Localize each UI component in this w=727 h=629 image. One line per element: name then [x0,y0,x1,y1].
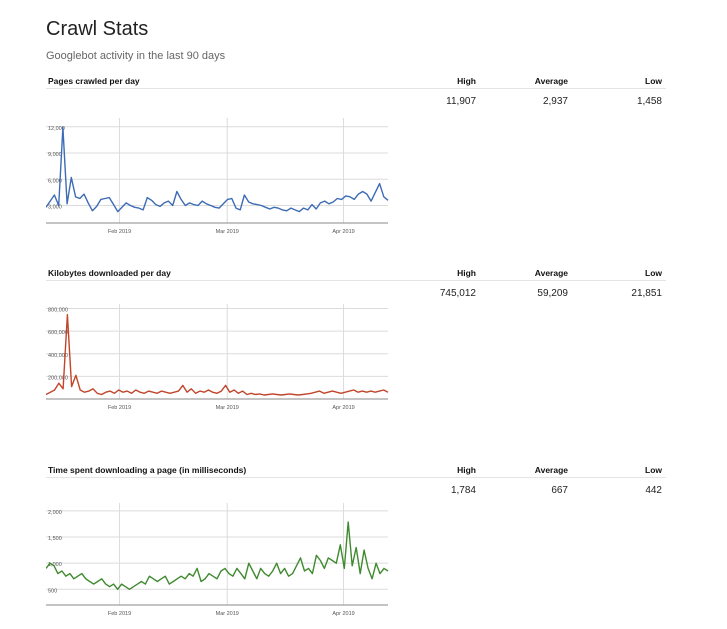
section-kilobytes-downloaded: Kilobytes downloaded per day High Averag… [46,268,666,418]
y-tick-label: 1,500 [48,536,62,542]
series-line [46,126,389,213]
section-title: Time spent downloading a page (in millis… [48,465,247,475]
series-line [46,313,389,396]
header-average: Average [534,465,568,475]
kilobytes-downloaded-chart: 200,000 400,000 600,000 800,000 Feb 2019 Mar … [46,304,389,411]
stat-high: 11,907 [446,96,476,107]
section-title: Kilobytes downloaded per day [48,268,171,278]
series-line [46,521,389,591]
y-tick-label: 1,000 [48,562,62,568]
x-tick-label: Apr 2019 [332,611,354,617]
header-divider [46,88,666,89]
x-tick-label: Feb 2019 [108,611,131,617]
y-tick-label: 500 [48,588,57,594]
y-tick-label: 6,000 [48,178,62,184]
x-tick-label: Mar 2019 [216,611,239,617]
stat-high: 745,012 [439,288,476,299]
pages-crawled-chart: 3,000 6,000 9,000 12,000 Feb 2019 Mar 2019 Apr… [46,118,389,235]
header-high: High [457,268,476,278]
x-tick-label: Feb 2019 [108,405,131,411]
y-tick-label: 12,000 [48,126,65,132]
stat-low: 21,851 [631,288,662,299]
stat-high: 1,784 [450,485,476,496]
page-subtitle: Googlebot activity in the last 90 days [46,50,226,62]
section-title: Pages crawled per day [48,76,140,86]
stat-low: 1,458 [636,96,662,107]
time-downloading-chart: 500 1,000 1,500 2,000 Feb 2019 Mar 2019 Apr 20… [46,503,389,617]
x-tick-label: Apr 2019 [332,229,354,235]
stat-average: 667 [551,485,568,496]
x-tick-label: Apr 2019 [332,405,354,411]
y-tick-label: 3,000 [48,205,62,211]
section-time-downloading: Time spent downloading a page (in millis… [46,465,666,617]
x-tick-label: Mar 2019 [216,229,239,235]
y-tick-label: 200,000 [48,375,68,381]
page-title: Crawl Stats [46,18,149,40]
x-tick-label: Mar 2019 [216,405,239,411]
header-divider [46,280,666,281]
stat-average: 59,209 [537,288,568,299]
y-tick-label: 800,000 [48,308,68,314]
y-tick-label: 600,000 [48,330,68,336]
section-pages-crawled: Pages crawled per day High Average Low 1… [46,76,666,246]
x-tick-label: Feb 2019 [108,229,131,235]
header-divider [46,477,666,478]
header-low: Low [645,465,662,475]
header-high: High [457,465,476,475]
stat-low: 442 [645,485,662,496]
y-tick-label: 9,000 [48,152,62,158]
stat-average: 2,937 [542,96,568,107]
header-high: High [457,76,476,86]
y-tick-label: 2,000 [48,510,62,516]
header-average: Average [534,76,568,86]
header-low: Low [645,268,662,278]
header-low: Low [645,76,662,86]
y-tick-label: 400,000 [48,353,68,359]
header-average: Average [534,268,568,278]
